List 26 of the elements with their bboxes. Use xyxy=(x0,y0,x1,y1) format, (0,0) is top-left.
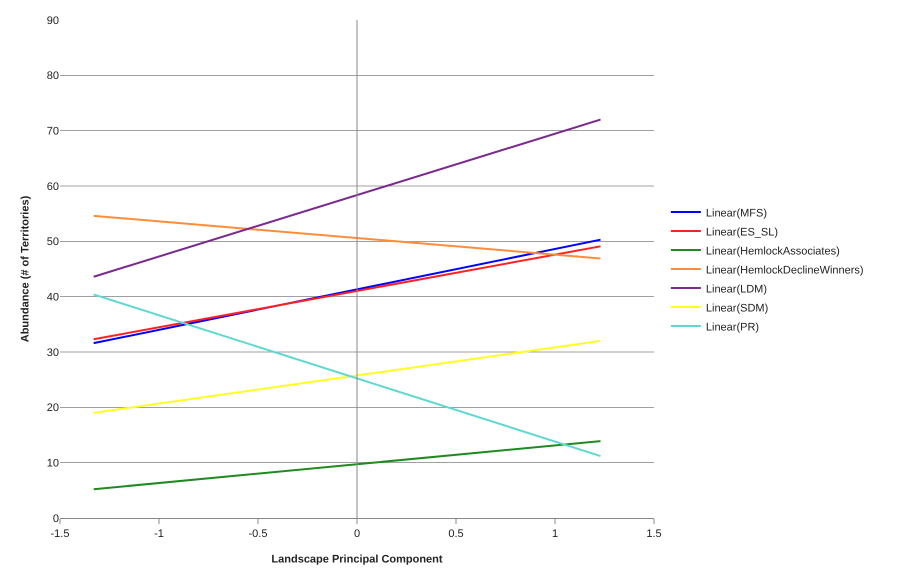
x-axis-title: Landscape Principal Component xyxy=(271,553,443,566)
x-tick-label: -1 xyxy=(154,528,164,540)
y-tick-label: 40 xyxy=(46,292,59,304)
x-tick-label: 0.5 xyxy=(448,528,464,540)
legend-label: Linear(PR) xyxy=(706,321,760,334)
y-tick-label: 10 xyxy=(46,458,59,470)
y-tick-label: 30 xyxy=(46,346,59,359)
y-tick-label: 80 xyxy=(46,70,59,82)
legend-label: Linear(LDM) xyxy=(706,283,768,296)
legend-label: Linear(ES_SL) xyxy=(706,226,778,238)
y-tick-label: 70 xyxy=(46,126,59,138)
x-tick-label: -0.5 xyxy=(248,528,268,540)
legend-label: Linear(SDM) xyxy=(706,302,768,314)
x-tick-label: 1 xyxy=(552,528,558,540)
y-tick-label: 50 xyxy=(46,236,59,248)
legend-label: Linear(HemlockDeclineWinners) xyxy=(706,264,864,276)
legend-label: Linear(MFS) xyxy=(706,207,768,220)
y-tick-label: 0 xyxy=(52,512,59,525)
y-axis-title: Abundance (# of Territories) xyxy=(19,195,32,342)
legend-label: Linear(HemlockAssociates) xyxy=(706,245,840,258)
y-tick-label: 60 xyxy=(46,180,59,193)
y-tick-label: 20 xyxy=(46,402,59,414)
x-tick-label: 0 xyxy=(354,528,360,540)
y-tick-label: 90 xyxy=(46,14,59,27)
x-tick-label: -1.5 xyxy=(50,528,70,540)
x-tick-label: 1.5 xyxy=(646,528,662,540)
